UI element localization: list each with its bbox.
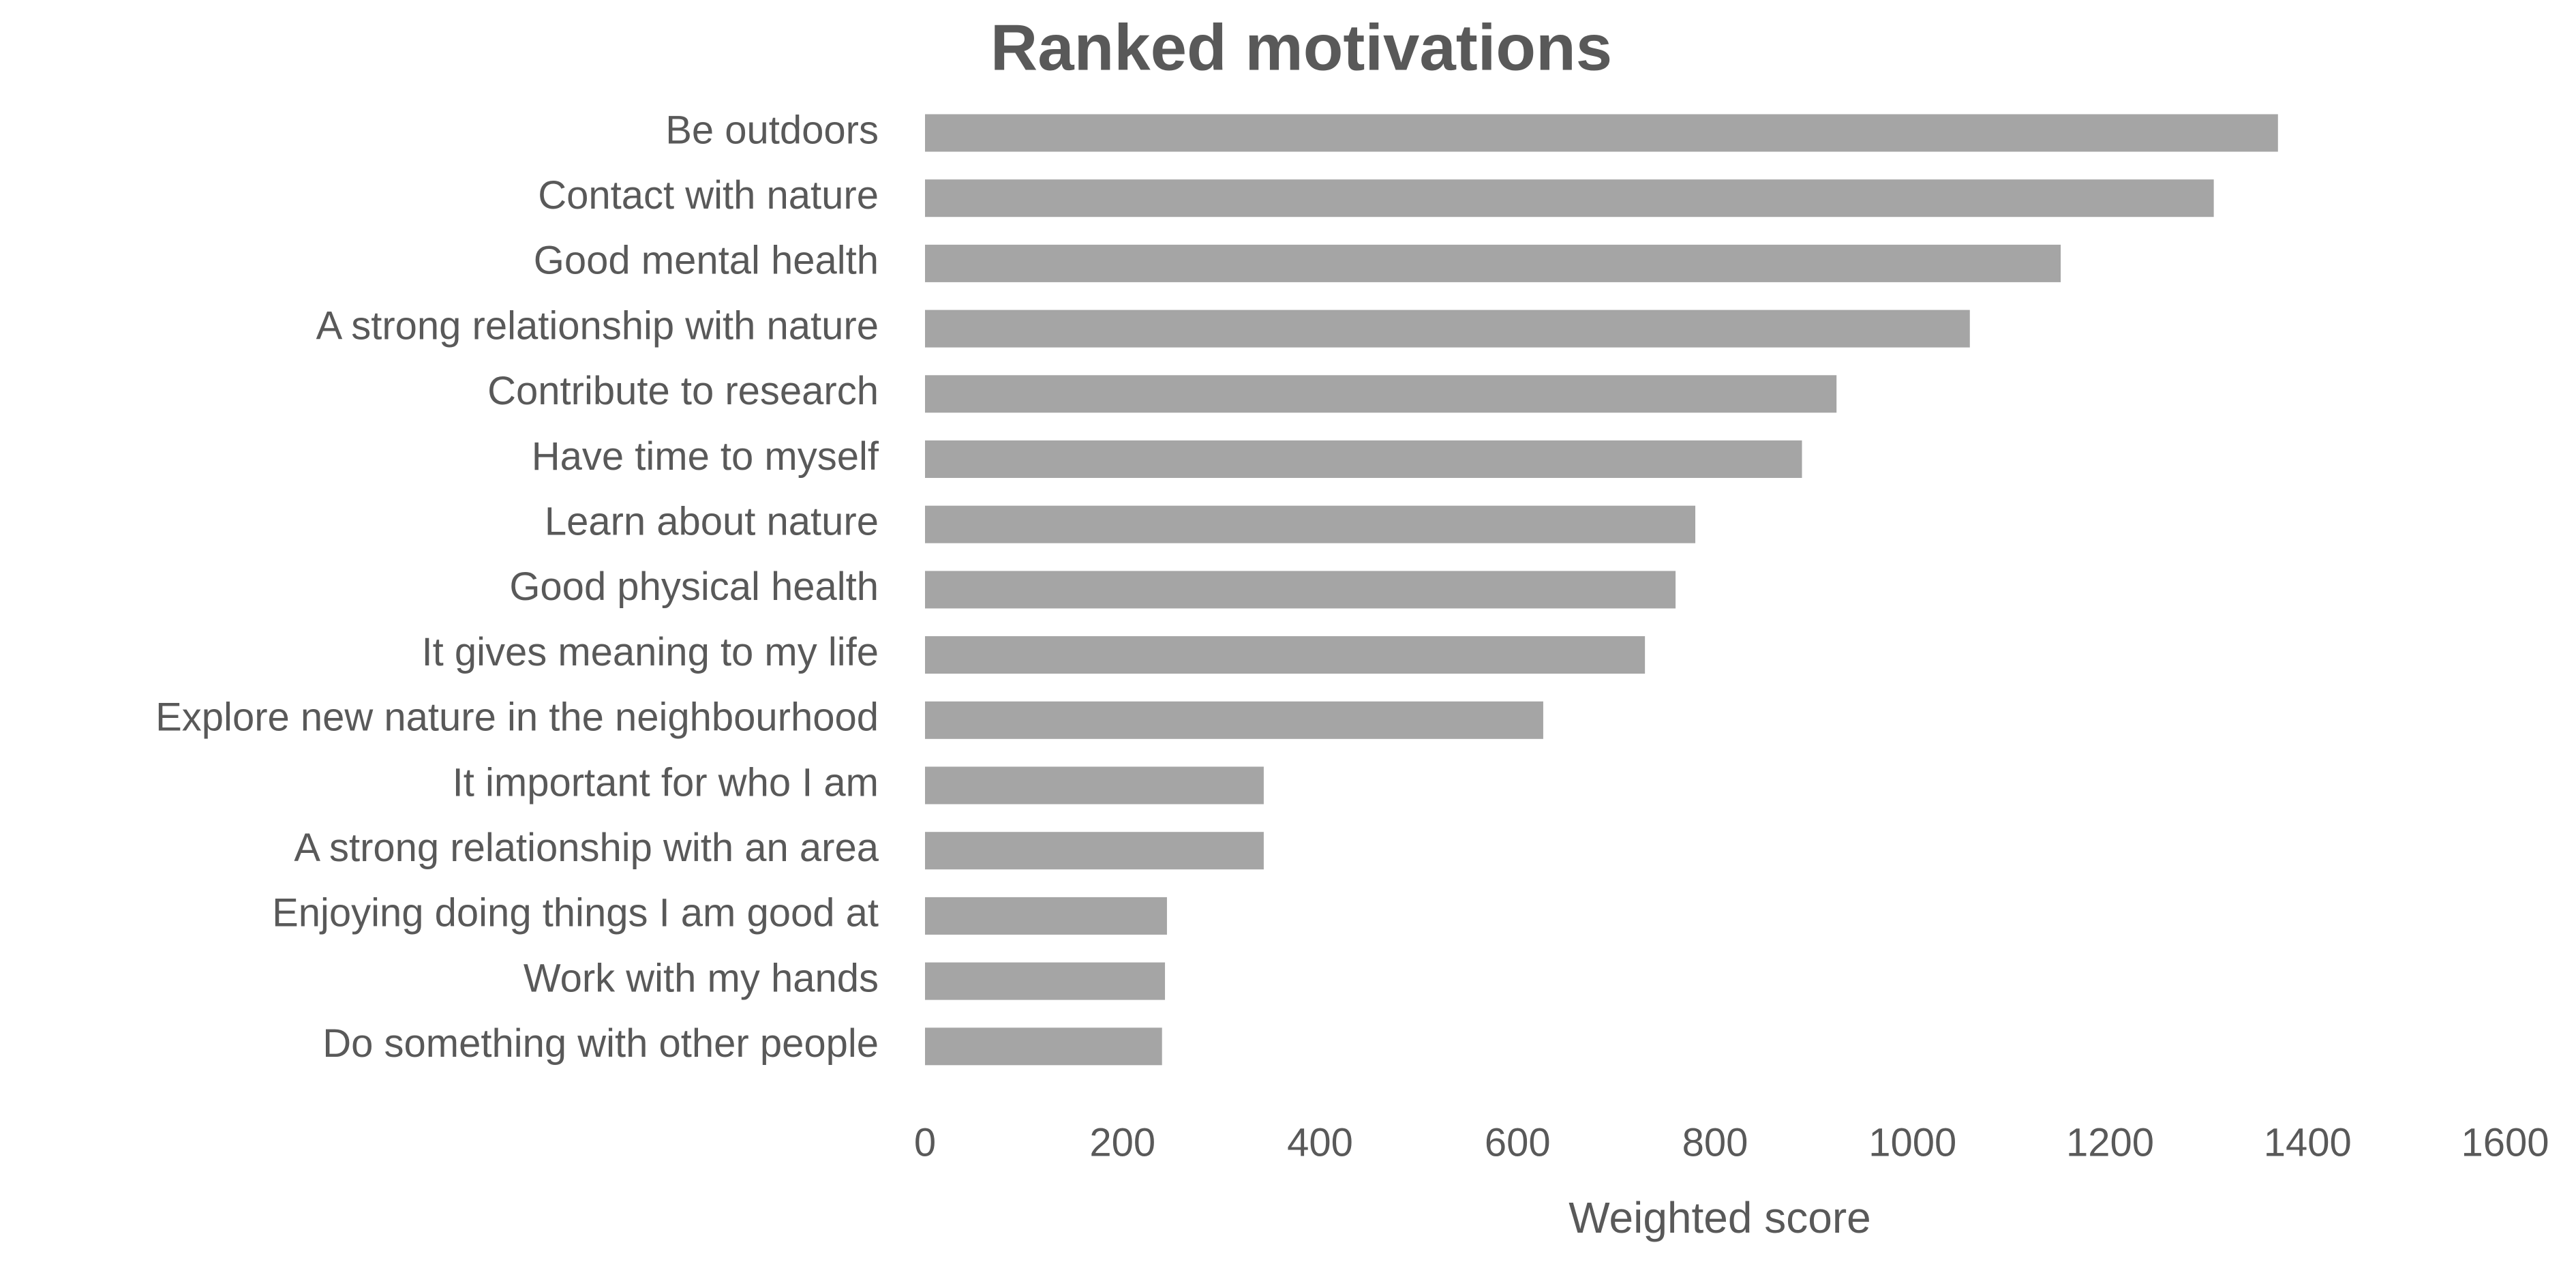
bar [925,114,2278,152]
category-label: Have time to myself [532,434,879,479]
bar [925,766,1264,805]
bar [925,440,1802,478]
category-label: It gives meaning to my life [421,630,879,674]
bar [925,310,1970,348]
bar [925,701,1543,739]
category-label: Contribute to research [487,369,879,413]
bar [925,832,1264,870]
category-label: Enjoying doing things I am good at [272,891,879,935]
x-axis-title: Weighted score [1569,1193,1871,1242]
bar [925,505,1696,543]
bar [925,636,1646,674]
bar [925,962,1166,1000]
category-label: Do something with other people [322,1021,879,1066]
category-label: Good physical health [509,565,879,609]
category-label: Learn about nature [545,500,879,544]
bar [925,897,1167,935]
bar [925,1027,1162,1066]
category-label: Contact with nature [538,173,879,217]
x-tick-label: 1200 [2066,1120,2154,1165]
category-label: Good mental health [534,239,879,283]
bar [925,179,2214,217]
x-tick-label: 800 [1682,1120,1748,1165]
category-label: A strong relationship with nature [316,303,879,348]
x-tick-label: 400 [1287,1120,1353,1165]
category-label: A strong relationship with an area [294,826,879,870]
category-label: Work with my hands [524,956,879,1000]
x-tick-label: 0 [914,1120,936,1165]
category-label: Explore new nature in the neighbourhood [155,695,879,740]
category-label: It important for who I am [453,760,879,805]
bar [925,375,1837,413]
x-tick-label: 1600 [2461,1120,2549,1165]
x-tick-label: 1000 [1868,1120,1956,1165]
x-tick-label: 600 [1485,1120,1551,1165]
chart-title: Ranked motivations [990,11,1612,84]
bar [925,571,1676,609]
x-tick-label: 200 [1089,1120,1155,1165]
bar [925,244,2061,282]
x-tick-label: 1400 [2264,1120,2352,1165]
category-label: Be outdoors [665,108,879,152]
